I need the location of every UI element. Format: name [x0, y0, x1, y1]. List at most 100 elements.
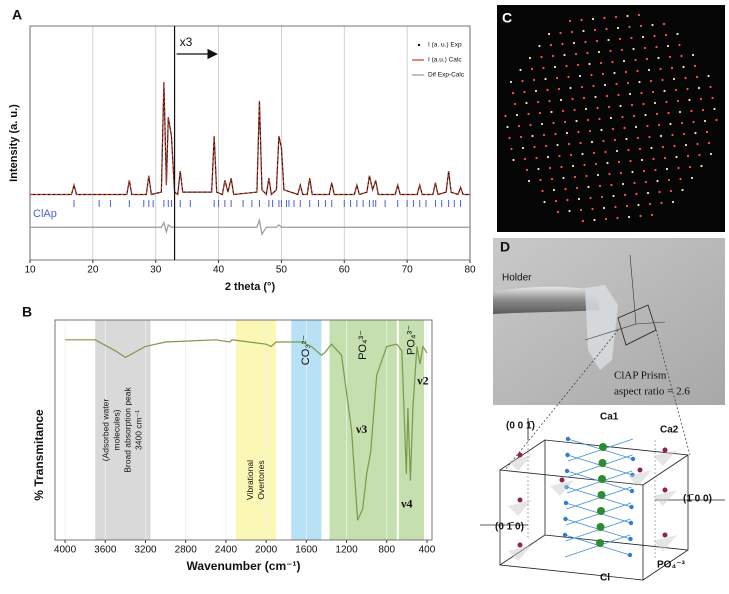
diffraction-spot	[638, 80, 641, 84]
diffraction-spot	[602, 139, 605, 143]
diffraction-spot	[659, 134, 663, 138]
panel-label: B	[22, 304, 32, 320]
diffraction-spot	[678, 110, 682, 114]
ca-atom	[597, 491, 606, 499]
diffraction-spot	[580, 85, 584, 89]
diffraction-spot	[650, 213, 654, 217]
diffraction-spot	[675, 155, 678, 159]
diffraction-spot	[589, 196, 592, 200]
diffraction-spot	[663, 156, 667, 160]
diffraction-spot	[571, 164, 575, 168]
diffraction-spot	[653, 101, 657, 105]
diffraction-spot	[569, 153, 573, 157]
diffraction-spot	[640, 158, 644, 162]
diffraction-spot	[692, 120, 695, 124]
legend-label: Dif Exp-Calc	[428, 72, 465, 79]
diffraction-spot	[598, 184, 602, 188]
background-layer	[64, 320, 428, 540]
holder-shape	[493, 286, 600, 314]
p-atom	[517, 542, 523, 548]
axis-line	[635, 321, 666, 325]
diffraction-spot	[555, 76, 559, 80]
diffraction-spot	[659, 67, 662, 71]
diffraction-spot	[581, 219, 585, 223]
diffraction-spot	[583, 163, 586, 167]
diffraction-spot	[682, 132, 686, 136]
diffraction-spot	[657, 56, 660, 60]
diffraction-spot	[616, 216, 619, 220]
diffraction-spot	[658, 190, 661, 194]
x-tick-label: 1600	[295, 545, 318, 556]
diffraction-spot	[639, 214, 642, 218]
diffraction-spot	[612, 194, 615, 198]
diffraction-spot	[623, 193, 627, 197]
diffraction-spot	[519, 68, 522, 72]
diffraction-spot	[637, 13, 641, 17]
x-tick-label: 800	[378, 545, 395, 556]
diffraction-spot	[635, 192, 638, 196]
diffraction-spot	[684, 143, 688, 147]
diffraction-spot	[541, 189, 544, 193]
diffraction-spot	[626, 14, 629, 18]
diffraction-spot	[621, 182, 625, 186]
diffraction-spot	[676, 32, 679, 36]
x-tick-label: 60	[339, 265, 351, 276]
diffraction-spot	[617, 93, 620, 97]
diffraction-spot	[512, 158, 515, 162]
region-label: Broad absorption peak	[123, 386, 133, 472]
diffraction-spot	[562, 176, 565, 180]
diffraction-spot	[607, 105, 611, 109]
diffraction-spot	[603, 16, 606, 20]
diffraction-spot	[525, 101, 528, 105]
y-axis-label: Intensity (a. u.)	[8, 104, 20, 182]
diffraction-spot	[711, 96, 714, 100]
diffraction-spot	[633, 181, 636, 185]
diffraction-spot	[634, 125, 638, 129]
structure-label: Ca1	[600, 412, 619, 423]
diffraction-spot	[543, 200, 546, 204]
diffraction-spot	[582, 29, 585, 33]
diffraction-spot	[575, 186, 579, 190]
diffraction-spot	[528, 56, 532, 60]
region-label: PO₄³⁻	[405, 325, 417, 355]
reflection-label: ClAp	[33, 208, 57, 220]
x-tick-label: 40	[213, 265, 225, 276]
diffraction-spot	[642, 169, 646, 173]
structure-label: Cl	[600, 573, 610, 584]
diffraction-spot	[596, 106, 599, 110]
diffraction-spot	[643, 46, 647, 50]
diffraction-spot	[639, 24, 643, 28]
diffraction-spot	[523, 90, 526, 94]
diffraction-spot	[575, 119, 578, 123]
p-atom	[517, 452, 523, 458]
diffraction-spot	[627, 148, 630, 152]
diffraction-spot	[586, 118, 590, 122]
diffraction-spot	[527, 179, 531, 183]
diffraction-spot	[552, 121, 555, 125]
diffraction-spot	[656, 179, 659, 183]
plot-frame	[29, 25, 471, 261]
ca-atom	[598, 475, 606, 483]
diffraction-spot	[544, 144, 548, 148]
diffraction-spot	[680, 121, 684, 125]
crystal-structure	[480, 418, 725, 581]
x-axis-label: Wavenumber (cm⁻¹)	[187, 559, 301, 573]
diffraction-spot	[651, 23, 654, 27]
series-line	[65, 339, 428, 521]
diffraction-spot	[672, 77, 676, 81]
diffraction-spot	[669, 122, 672, 126]
diffraction-spot	[666, 44, 670, 48]
diffraction-spot	[551, 54, 555, 58]
ca-atom	[596, 539, 604, 547]
diffraction-spot	[568, 19, 572, 23]
region-label: Overtones	[256, 460, 266, 499]
diffraction-spot	[660, 201, 663, 205]
structure-label: (0 0 1̄)	[506, 421, 535, 432]
diffraction-spot	[637, 203, 640, 207]
diffraction-spot	[596, 173, 600, 177]
diffraction-spot	[698, 153, 701, 157]
diffraction-spot	[521, 146, 525, 150]
x-axis-label: 2 theta (°)	[225, 281, 276, 293]
diffraction-spot	[667, 111, 670, 115]
